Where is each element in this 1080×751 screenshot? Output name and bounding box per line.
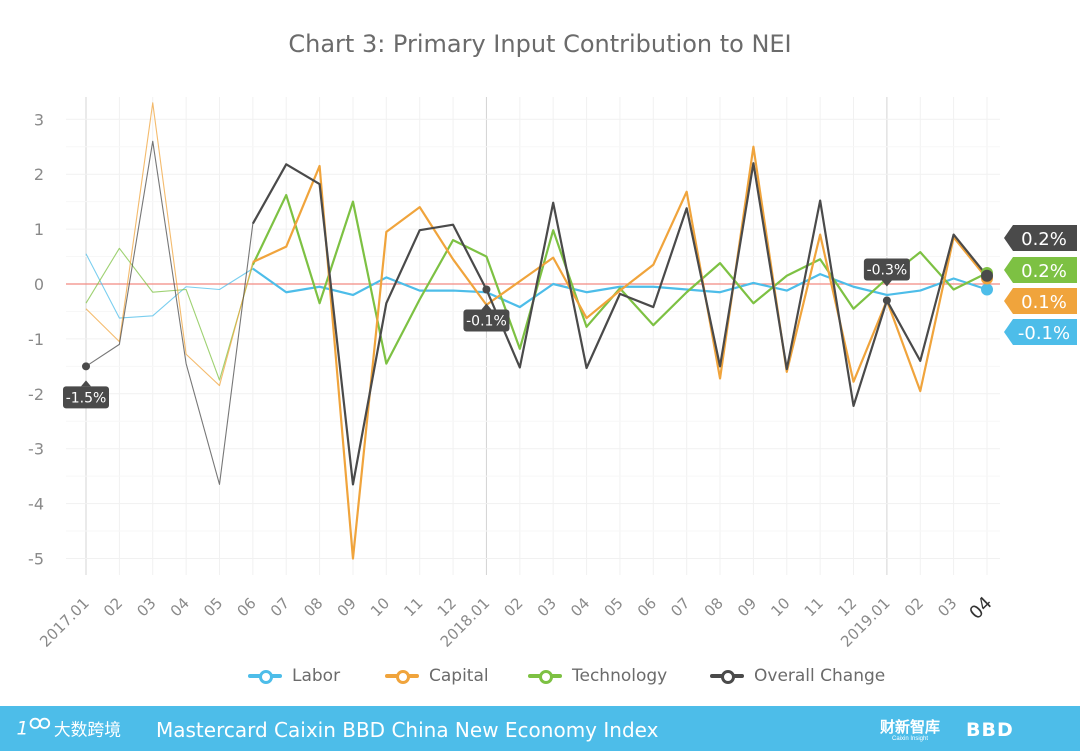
end-label-tag [1004, 288, 1077, 314]
footer-brand-caixin-sub: Caixin Insight [891, 736, 929, 742]
footer-brand-caixin-name: 财新智库 [880, 719, 941, 736]
footer-brand-bbd: BBD [966, 719, 1014, 741]
annotation-point [82, 362, 90, 371]
x-tick-label: 04 [965, 593, 996, 624]
x-tick-label: 08 [300, 594, 326, 620]
series-line-labor-early [85, 253, 254, 319]
footer-title: Mastercard Caixin BBD China New Economy … [156, 718, 659, 742]
x-tick-label: 10 [767, 594, 793, 620]
annotation-pointer [481, 303, 492, 310]
chart-legend: Labor Capital Technology Overall Change [0, 664, 1080, 688]
end-label-text: 0.1% [1021, 292, 1067, 313]
x-tick-label: 06 [233, 594, 259, 620]
series-line-overall-change-early [85, 140, 254, 485]
legend-item-technology[interactable]: Technology [528, 664, 667, 688]
x-tick-label: 02 [500, 594, 526, 620]
legend-item-capital[interactable]: Capital [385, 664, 489, 688]
series-line-technology [251, 193, 988, 365]
x-tick-label: 04 [167, 594, 193, 620]
y-tick-label: 3 [34, 110, 44, 129]
annotation-pointer [81, 380, 91, 387]
x-tick-label: 03 [133, 594, 159, 620]
x-tick-label: 03 [934, 594, 960, 620]
y-tick-label: -2 [28, 385, 44, 404]
annotation-point [482, 285, 491, 294]
annotation-box [863, 258, 910, 281]
y-tick-label: 1 [34, 220, 44, 239]
annotation-box [463, 309, 510, 332]
x-tick-label: 05 [200, 594, 226, 620]
x-tick-label: 02 [901, 594, 927, 620]
legend-swatch-overall-icon [710, 664, 744, 688]
legend-item-labor[interactable]: Labor [248, 664, 340, 688]
x-tick-label: 04 [567, 594, 593, 620]
end-label-tag [1004, 319, 1077, 345]
annotation-pointer [881, 280, 892, 287]
end-label-text: 0.2% [1021, 229, 1067, 250]
series-line-overall-change [251, 162, 988, 486]
x-tick-label: 05 [601, 594, 627, 620]
series-line-capital-early [85, 102, 254, 387]
end-label-text: 0.2% [1021, 261, 1067, 282]
legend-swatch-labor-icon [248, 664, 282, 688]
y-tick-label: 0 [34, 275, 44, 294]
annotation-label: -1.5% [66, 390, 107, 406]
x-tick-label: 2017.01 [36, 594, 93, 651]
x-tick-label: 07 [267, 594, 293, 620]
footer-bar: 1 大数跨境 Mastercard Caixin BBD China New E… [0, 706, 1080, 751]
y-tick-label: -1 [28, 330, 44, 349]
legend-label-overall-change: Overall Change [754, 666, 886, 686]
annotation-label: -0.1% [466, 313, 507, 329]
end-label-tag [1004, 257, 1077, 283]
series-line-labor [252, 267, 988, 309]
annotation-point [882, 296, 891, 305]
x-tick-label: 09 [734, 594, 760, 620]
x-tick-label: 02 [100, 594, 126, 620]
end-point-labor [981, 283, 993, 296]
legend-label-capital: Capital [429, 666, 489, 686]
legend-swatch-technology-icon [528, 664, 562, 688]
svg-text:1: 1 [17, 719, 29, 740]
y-tick-label: -3 [28, 440, 44, 459]
x-tick-label: 10 [367, 594, 393, 620]
series-line-technology-early [85, 247, 254, 381]
chart-title: Chart 3: Primary Input Contribution to N… [288, 30, 792, 58]
x-tick-label: 12 [834, 594, 860, 620]
annotation-label: -0.3% [867, 262, 908, 278]
x-tick-label: 09 [334, 594, 360, 620]
y-tick-label: -5 [28, 550, 44, 569]
footer-brand-caixin: 财新智库 Caixin Insight [880, 716, 940, 742]
legend-label-technology: Technology [572, 666, 668, 686]
x-tick-label: 06 [634, 594, 660, 620]
footer-logo-text: 大数跨境 [54, 719, 121, 739]
annotation-box [63, 386, 109, 409]
footer-logo-icon: 1 大数跨境 [17, 717, 121, 740]
legend-swatch-capital-icon [385, 664, 419, 688]
x-tick-label: 08 [701, 594, 727, 620]
legend-item-overall-change[interactable]: Overall Change [710, 664, 885, 688]
y-tick-label: 2 [34, 165, 44, 184]
end-label-text: -0.1% [1018, 323, 1070, 344]
series-line-capital [252, 145, 988, 560]
x-tick-label: 12 [434, 594, 460, 620]
x-tick-label: 11 [400, 594, 426, 620]
y-tick-label: -4 [28, 495, 44, 514]
legend-label-labor: Labor [292, 666, 341, 686]
x-tick-label: 03 [534, 594, 560, 620]
x-tick-label: 11 [801, 594, 827, 620]
end-label-tag [1004, 225, 1077, 251]
end-point-overall-change [981, 269, 993, 282]
x-tick-label: 07 [667, 594, 693, 620]
